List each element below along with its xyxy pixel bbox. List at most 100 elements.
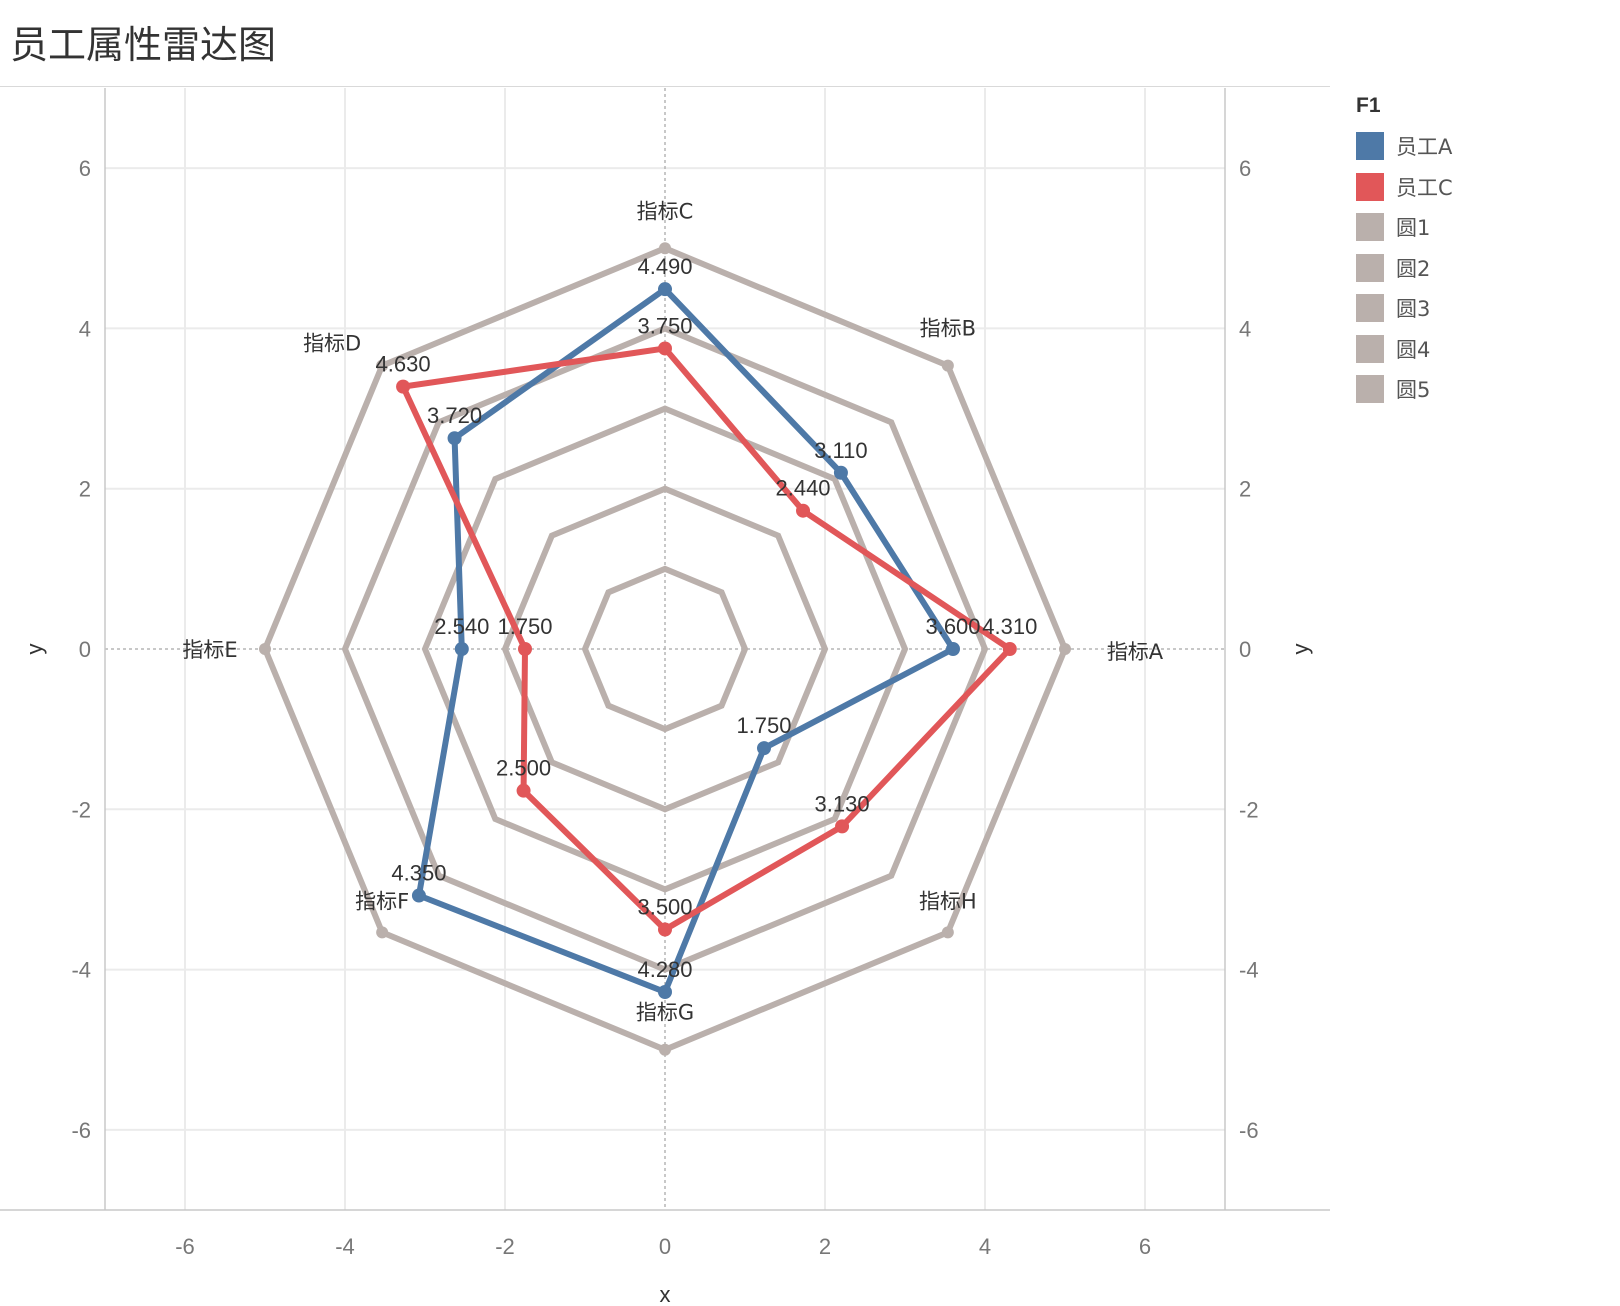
ring-layer [259, 242, 1071, 1056]
data-label: 3.720 [427, 403, 482, 428]
series-point [946, 642, 960, 656]
y-tick-label-right: -6 [1239, 1118, 1259, 1143]
legend-item[interactable]: 员工C [1356, 167, 1453, 208]
series-point [833, 465, 848, 480]
legend-item[interactable]: 圆1 [1356, 207, 1453, 248]
y-axis-title-right: y [1288, 644, 1313, 655]
y-tick-label-left: 6 [79, 156, 91, 181]
legend-label: 员工C [1396, 175, 1453, 200]
outer-ring-point [1059, 643, 1071, 655]
y-axis-title-left: y [22, 644, 47, 655]
legend-item[interactable]: 圆3 [1356, 288, 1453, 329]
legend-label: 圆3 [1396, 297, 1431, 322]
legend-swatch [1356, 132, 1384, 161]
label-layer: 6 6 4 4 2 2 0 0 -2 -2 -4 -4 -6 -6 -6 -4 -2 0 2 4 6 x y y 指标A 指标B 指… [22, 156, 1313, 1306]
series-point [658, 341, 672, 356]
legend-items: 员工A 员工C 圆1 圆2 圆3 圆4 圆5 [1356, 126, 1453, 410]
outer-ring-point [941, 926, 954, 939]
data-label: 3.750 [637, 313, 692, 338]
data-label: 3.130 [815, 791, 870, 816]
data-label: 1.750 [736, 713, 791, 738]
data-label: 4.310 [982, 614, 1037, 639]
legend-label: 圆2 [1396, 256, 1431, 281]
legend-label: 圆4 [1396, 337, 1431, 362]
data-label: 2.500 [496, 756, 551, 781]
series-point [756, 741, 771, 756]
x-tick-label: 2 [819, 1234, 831, 1259]
x-tick-label: -4 [335, 1234, 355, 1259]
legend-label: 员工A [1396, 135, 1453, 160]
outer-ring-point [376, 359, 389, 372]
indicator-label: 指标E [182, 638, 237, 662]
title-divider [0, 86, 1330, 87]
series-point [411, 888, 426, 903]
y-tick-label-right: 2 [1239, 477, 1251, 502]
legend-item[interactable]: 圆2 [1356, 248, 1453, 289]
ring-2 [501, 485, 829, 813]
data-label: 3.110 [814, 438, 867, 463]
data-label: 2.540 [434, 614, 489, 639]
legend: F1 员工A 员工C 圆1 圆2 圆3 圆4 圆5 [1356, 94, 1453, 410]
data-label: 1.750 [497, 614, 552, 639]
data-label: 3.500 [637, 895, 692, 920]
series-point [454, 642, 469, 656]
x-tick-label: 4 [979, 1234, 991, 1259]
data-label: 4.630 [376, 352, 431, 377]
legend-title: F1 [1356, 94, 1381, 117]
legend-label: 圆5 [1396, 378, 1431, 403]
series-point [1002, 642, 1017, 656]
series-point [658, 922, 672, 937]
legend-swatch [1356, 294, 1384, 323]
data-label: 2.440 [775, 476, 830, 501]
legend-label: 圆1 [1396, 216, 1431, 241]
series-point [396, 379, 411, 394]
outer-ring-point [659, 1043, 671, 1056]
outer-ring-point [376, 926, 389, 939]
y-tick-label-right: 0 [1239, 637, 1251, 662]
data-label: 4.490 [637, 254, 692, 279]
legend-swatch [1356, 375, 1384, 404]
legend-item[interactable]: 员工A [1356, 126, 1453, 167]
indicator-label: 指标H [919, 889, 977, 913]
ring-4 [341, 325, 989, 973]
y-tick-label-left: 0 [79, 637, 91, 662]
y-tick-label-right: -4 [1239, 958, 1259, 983]
y-tick-label-right: -2 [1239, 797, 1259, 822]
series-line-2 [400, 345, 1013, 933]
x-tick-label: 6 [1139, 1234, 1151, 1259]
x-tick-label: 0 [659, 1234, 671, 1259]
indicator-label: 指标F [355, 889, 409, 913]
legend-item[interactable]: 圆5 [1356, 369, 1453, 410]
legend-swatch [1356, 334, 1384, 363]
indicator-label: 指标C [637, 199, 694, 223]
legend-item[interactable]: 圆4 [1356, 329, 1453, 370]
x-tick-label: -6 [175, 1234, 195, 1259]
radar-chart: 6 6 4 4 2 2 0 0 -2 -2 -4 -4 -6 -6 -6 -4 -2 0 2 4 6 x y y 指标A 指标B 指… [0, 88, 1330, 1306]
indicator-label: 指标A [1107, 640, 1164, 664]
legend-swatch [1356, 213, 1384, 242]
outer-ring-point [259, 643, 271, 655]
series-point [516, 783, 531, 798]
data-label: 4.280 [637, 957, 692, 982]
indicator-label: 指标B [920, 317, 976, 341]
outer-ring-point [659, 242, 671, 255]
series-point [835, 819, 850, 834]
chart-title: 员工属性雷达图 [10, 23, 277, 67]
legend-swatch [1356, 172, 1384, 201]
series-point [658, 282, 672, 297]
indicator-label: 指标D [303, 332, 361, 356]
series-point [796, 503, 811, 518]
y-tick-label-left: -6 [71, 1118, 91, 1143]
y-tick-label-left: 2 [79, 477, 91, 502]
plot-frame [0, 88, 1330, 1211]
series-layer [396, 282, 1017, 1000]
x-tick-label: -2 [495, 1234, 515, 1259]
y-tick-label-right: 6 [1239, 156, 1251, 181]
legend-swatch [1356, 253, 1384, 282]
indicator-label: 指标G [636, 1001, 694, 1025]
ring-1 [581, 565, 749, 733]
outer-ring-point [941, 359, 954, 372]
series-point [658, 985, 672, 1000]
y-tick-label-left: -2 [71, 797, 91, 822]
data-label: 4.350 [391, 861, 446, 886]
